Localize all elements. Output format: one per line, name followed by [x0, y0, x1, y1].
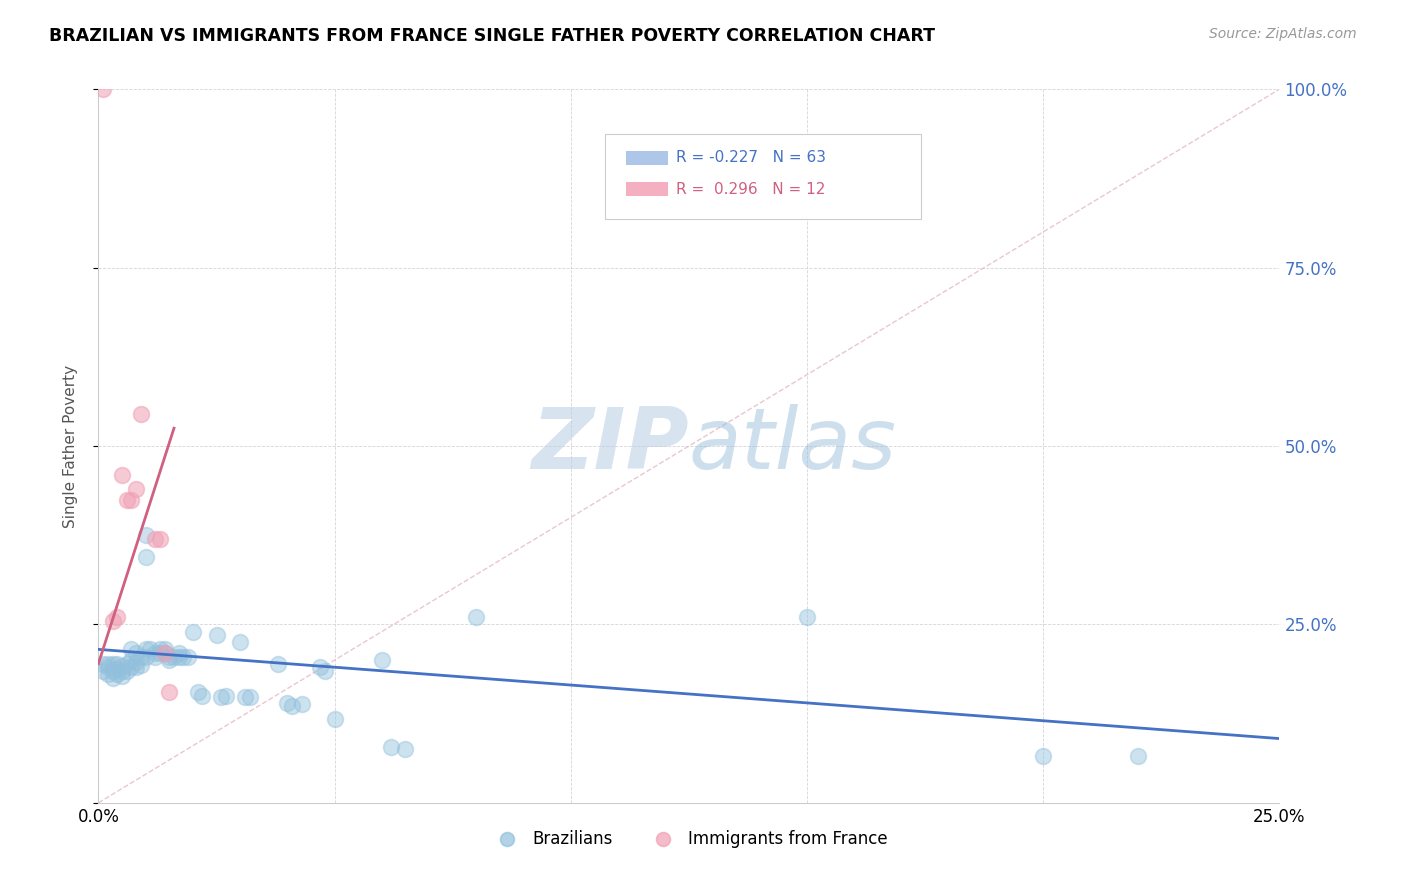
- Point: [153, 642, 176, 657]
- Point: [323, 712, 346, 726]
- Point: [105, 657, 128, 671]
- Point: [229, 635, 252, 649]
- Point: [135, 549, 157, 564]
- Point: [101, 671, 124, 685]
- Point: [177, 649, 200, 664]
- Point: [149, 646, 172, 660]
- Text: R =  0.296   N = 12: R = 0.296 N = 12: [676, 182, 825, 196]
- Point: [121, 653, 143, 667]
- Point: [125, 655, 148, 669]
- Point: [97, 660, 120, 674]
- Point: [143, 646, 166, 660]
- Point: [129, 658, 152, 673]
- Y-axis label: Single Father Poverty: Single Father Poverty: [63, 365, 77, 527]
- Point: [115, 492, 138, 507]
- Point: [125, 482, 148, 496]
- Point: [129, 649, 152, 664]
- Text: ZIP: ZIP: [531, 404, 689, 488]
- Point: [135, 642, 157, 657]
- Point: [281, 699, 304, 714]
- Text: BRAZILIAN VS IMMIGRANTS FROM FRANCE SINGLE FATHER POVERTY CORRELATION CHART: BRAZILIAN VS IMMIGRANTS FROM FRANCE SING…: [49, 27, 935, 45]
- Point: [105, 610, 128, 624]
- Point: [1032, 749, 1054, 764]
- Point: [101, 614, 124, 628]
- Point: [91, 657, 114, 671]
- Point: [121, 642, 143, 657]
- Point: [97, 667, 120, 681]
- Legend: Brazilians, Immigrants from France: Brazilians, Immigrants from France: [484, 824, 894, 855]
- Point: [111, 664, 134, 678]
- Point: [101, 657, 124, 671]
- Point: [125, 660, 148, 674]
- Point: [143, 532, 166, 546]
- Point: [105, 662, 128, 676]
- Point: [163, 649, 186, 664]
- Point: [167, 649, 190, 664]
- Point: [135, 649, 157, 664]
- Text: Source: ZipAtlas.com: Source: ZipAtlas.com: [1209, 27, 1357, 41]
- Point: [121, 492, 143, 507]
- Point: [276, 696, 298, 710]
- Point: [172, 649, 194, 664]
- Point: [465, 610, 488, 624]
- Point: [115, 657, 138, 671]
- Point: [233, 690, 256, 705]
- Point: [153, 646, 176, 660]
- Point: [97, 657, 120, 671]
- Point: [125, 646, 148, 660]
- Point: [167, 646, 190, 660]
- Point: [115, 664, 138, 678]
- Point: [191, 689, 214, 703]
- Point: [149, 532, 172, 546]
- Text: R = -0.227   N = 63: R = -0.227 N = 63: [676, 151, 827, 165]
- Point: [314, 664, 336, 678]
- Point: [187, 685, 209, 699]
- Text: atlas: atlas: [689, 404, 897, 488]
- Point: [209, 690, 232, 705]
- Point: [1126, 749, 1149, 764]
- Point: [371, 653, 394, 667]
- Point: [267, 657, 290, 671]
- Point: [157, 649, 180, 664]
- Point: [181, 624, 204, 639]
- Point: [157, 685, 180, 699]
- Point: [239, 690, 262, 705]
- Point: [157, 653, 180, 667]
- Point: [143, 649, 166, 664]
- Point: [111, 669, 134, 683]
- Point: [394, 742, 416, 756]
- Point: [121, 660, 143, 674]
- Point: [380, 740, 402, 755]
- Point: [309, 660, 332, 674]
- Point: [135, 528, 157, 542]
- Point: [111, 658, 134, 673]
- Point: [101, 664, 124, 678]
- Point: [290, 698, 312, 712]
- Point: [105, 667, 128, 681]
- Point: [139, 642, 162, 657]
- Point: [215, 689, 238, 703]
- Point: [149, 642, 172, 657]
- Point: [796, 610, 818, 624]
- Point: [91, 82, 114, 96]
- Point: [153, 646, 176, 660]
- Point: [129, 407, 152, 421]
- Point: [205, 628, 228, 642]
- Point: [111, 467, 134, 482]
- Point: [91, 664, 114, 678]
